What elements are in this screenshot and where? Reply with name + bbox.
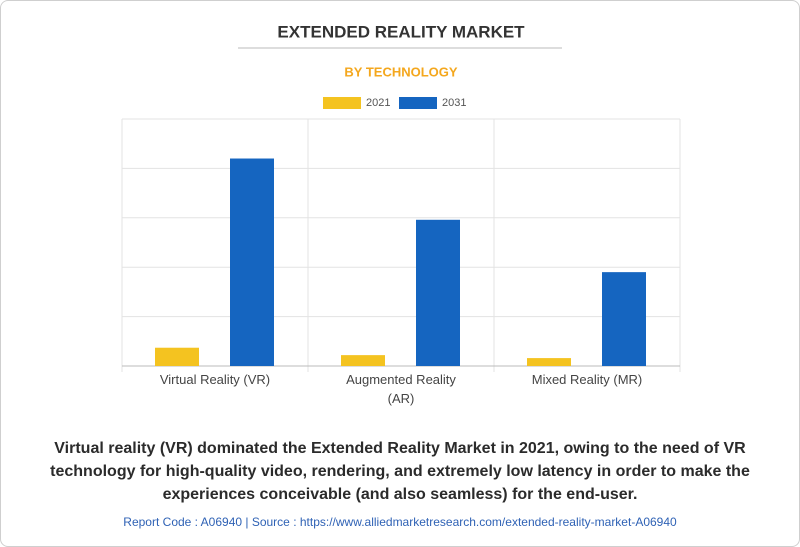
legend-label: 2021 xyxy=(366,97,390,109)
bar xyxy=(155,347,199,366)
legend-swatch xyxy=(323,97,361,109)
bar xyxy=(341,355,385,366)
bar xyxy=(602,272,646,366)
bar xyxy=(416,219,460,366)
bar xyxy=(230,158,274,366)
chart-subtitle: BY TECHNOLOGY xyxy=(344,64,457,79)
description: Virtual reality (VR) dominated the Exten… xyxy=(50,440,750,503)
x-tick-label: Augmented Reality (AR) xyxy=(346,372,456,406)
x-tick-label: Virtual Reality (VR) xyxy=(159,372,271,387)
footer: Report Code : A06940 | Source : https://… xyxy=(123,515,677,529)
x-tick-label: Mixed Reality (MR) xyxy=(531,372,643,387)
bar xyxy=(527,358,571,366)
chart-title: EXTENDED REALITY MARKET xyxy=(277,22,525,41)
legend-label: 2031 xyxy=(442,97,466,109)
legend-swatch xyxy=(399,97,437,109)
